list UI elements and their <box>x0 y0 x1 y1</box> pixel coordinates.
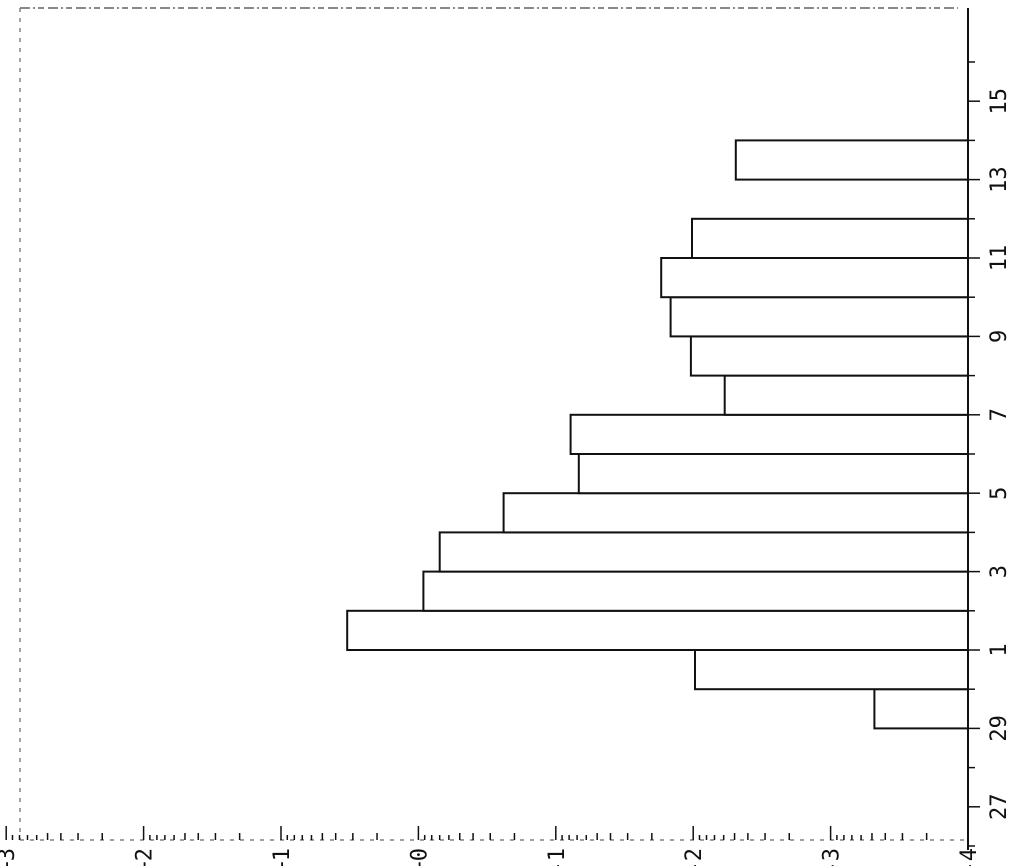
category-tick-label: 29 <box>987 715 1012 742</box>
bar <box>723 374 970 416</box>
bar <box>438 531 969 573</box>
category-tick-label: 3 <box>987 565 1012 578</box>
bar <box>734 139 969 181</box>
value-tick-label: E+1 <box>270 848 295 866</box>
bar <box>577 453 969 495</box>
value-tick-label: E+2 <box>133 848 158 866</box>
bar <box>422 570 969 612</box>
value-tick-label: E-2 <box>682 848 707 866</box>
value-tick-label: E+0 <box>407 848 432 866</box>
bar <box>691 217 969 260</box>
bar <box>873 688 970 730</box>
bar <box>669 296 969 338</box>
category-tick-label: 9 <box>987 330 1012 343</box>
bar <box>346 609 969 651</box>
value-tick-label: E-4 <box>957 848 982 866</box>
bar <box>660 257 969 299</box>
category-tick-label: 15 <box>987 88 1012 115</box>
bars-group <box>346 139 970 730</box>
bar <box>502 492 969 534</box>
bar <box>694 649 969 691</box>
category-tick-label: 5 <box>987 487 1012 500</box>
bar <box>569 413 969 455</box>
bar <box>689 335 970 377</box>
category-tick-label: 13 <box>987 166 1012 193</box>
value-axis: E+3 E+2 E+1 E+0 E-1 E-2 E-3 E-4 <box>0 826 982 866</box>
value-tick-label: E-3 <box>820 848 845 866</box>
category-tick-label: 27 <box>987 794 1012 821</box>
value-tick-label: E+3 <box>0 848 20 866</box>
value-tick-label: E-1 <box>545 848 570 866</box>
category-tick-label: 1 <box>987 643 1012 656</box>
category-tick-label: 11 <box>987 245 1012 272</box>
category-tick-label: 7 <box>987 408 1012 421</box>
